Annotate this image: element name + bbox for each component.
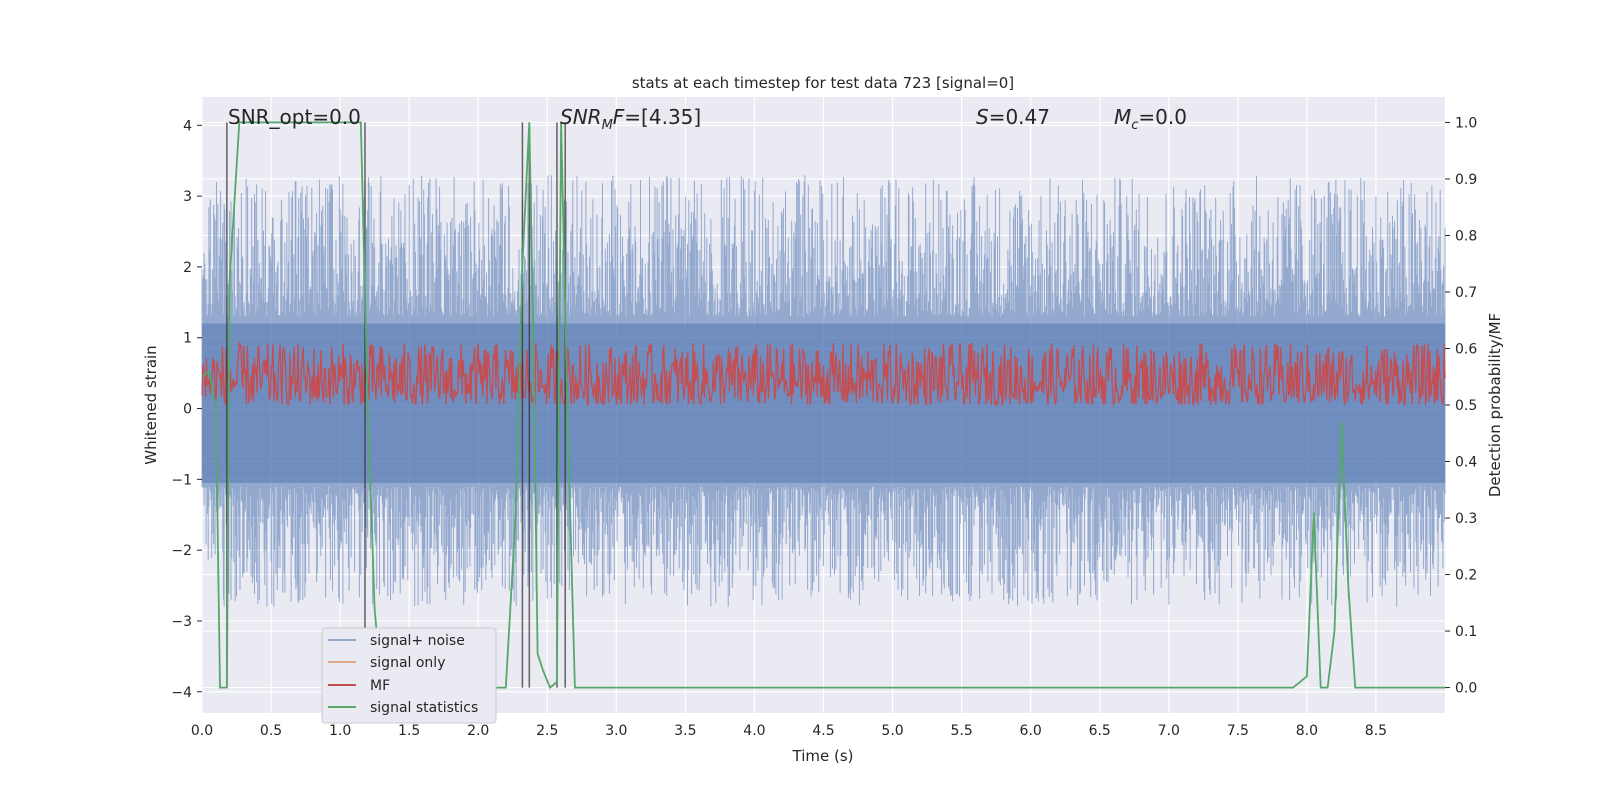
x-tick-label: 4.0 bbox=[743, 723, 765, 739]
x-tick-labels: 0.0 0.5 1.0 1.5 2.0 2.5 3.0 3.5 4.0 4.5 5.0 5.5 6.0 6… bbox=[191, 723, 1387, 739]
legend: signal+ noise signal only MF signal stat… bbox=[321, 627, 497, 724]
x-tick-label: 7.5 bbox=[1227, 723, 1249, 739]
y-left-tick-label: −1 bbox=[171, 472, 192, 488]
x-tick-label: 4.5 bbox=[812, 723, 834, 739]
mf-series bbox=[201, 341, 1446, 407]
x-tick-label: 2.5 bbox=[536, 723, 558, 739]
x-axis-label: Time (s) bbox=[792, 747, 854, 765]
y-left-tick-label: 4 bbox=[183, 118, 192, 134]
y-right-tick-label: 0.6 bbox=[1455, 341, 1477, 357]
annotation-mc-sub: c bbox=[1131, 118, 1138, 133]
signal-statistics-series bbox=[201, 121, 1445, 690]
annotation-snr-mf-suffix-var: F bbox=[613, 105, 625, 129]
x-tick-label: 3.5 bbox=[674, 723, 696, 739]
annotation-s-var: S bbox=[976, 105, 989, 129]
y-left-tick-label: 2 bbox=[183, 260, 192, 276]
y-right-tick-label: 0.2 bbox=[1455, 568, 1477, 584]
legend-label-mf: MF bbox=[370, 678, 390, 694]
x-tick-label: 0.0 bbox=[191, 723, 213, 739]
y-axis-label-right: Detection probability/MF bbox=[1486, 313, 1504, 497]
y-left-tick-labels: 4 3 2 1 0 −1 −2 −3 −4 bbox=[171, 118, 202, 701]
y-left-tick-label: −4 bbox=[171, 685, 192, 701]
x-tick-label: 1.0 bbox=[329, 723, 351, 739]
x-tick-label: 6.0 bbox=[1020, 723, 1042, 739]
annotation-s: S=0.47 bbox=[976, 105, 1050, 129]
annotation-snr-mf: SNRMF=[4.35] bbox=[560, 105, 701, 133]
y-right-tick-label: 0.9 bbox=[1455, 172, 1477, 188]
detection-vertical-lines bbox=[226, 122, 566, 688]
x-tick-label: 8.5 bbox=[1365, 723, 1387, 739]
annotation-mc-value: =0.0 bbox=[1138, 105, 1187, 129]
y-right-tick-label: 0.8 bbox=[1455, 228, 1477, 244]
annotation-snr-opt: SNR_opt=0.0 bbox=[228, 105, 361, 129]
mf-trace bbox=[201, 341, 1446, 407]
x-tick-label: 0.5 bbox=[260, 723, 282, 739]
y-right-tick-label: 0.5 bbox=[1455, 398, 1477, 414]
y-right-tick-label: 0.7 bbox=[1455, 285, 1477, 301]
x-tick-label: 1.5 bbox=[398, 723, 420, 739]
y-left-tick-label: −3 bbox=[171, 614, 192, 630]
y-left-tick-label: −2 bbox=[171, 543, 192, 559]
annotation-snr-mf-prefix: SNR bbox=[560, 105, 602, 129]
legend-label-signal-statistics: signal statistics bbox=[370, 700, 478, 716]
annotation-s-value: =0.47 bbox=[989, 105, 1050, 129]
annotation-snr-mf-value: =[4.35] bbox=[624, 105, 701, 129]
x-tick-label: 5.0 bbox=[881, 723, 903, 739]
y-left-tick-label: 1 bbox=[183, 331, 192, 347]
y-right-tick-label: 0.3 bbox=[1455, 511, 1477, 527]
annotation-mc-var: M bbox=[1114, 105, 1131, 129]
chart-title: stats at each timestep for test data 723… bbox=[632, 74, 1014, 92]
x-tick-label: 5.5 bbox=[950, 723, 972, 739]
legend-label-signal-only: signal only bbox=[370, 655, 445, 671]
legend-label-signal-noise: signal+ noise bbox=[370, 633, 465, 649]
y-right-tick-label: 0.1 bbox=[1455, 624, 1477, 640]
y-axis-label-left: Whitened strain bbox=[142, 345, 160, 464]
y-left-tick-label: 0 bbox=[183, 402, 192, 418]
signal-statistics-line bbox=[201, 121, 1445, 690]
x-tick-label: 2.0 bbox=[467, 723, 489, 739]
legend-box bbox=[321, 627, 497, 724]
y-left-tick-label: 3 bbox=[183, 189, 192, 205]
x-tick-label: 7.0 bbox=[1158, 723, 1180, 739]
y-right-tick-labels: 1.0 0.9 0.8 0.7 0.6 0.5 0.4 0.3 0.2 0.1 0.0 bbox=[1445, 115, 1477, 697]
x-tick-label: 6.5 bbox=[1089, 723, 1111, 739]
x-tick-label: 8.0 bbox=[1296, 723, 1318, 739]
y-right-tick-label: 0.4 bbox=[1455, 455, 1477, 471]
annotation-snr-mf-sub: M bbox=[602, 118, 613, 133]
y-right-tick-label: 0.0 bbox=[1455, 681, 1477, 697]
annotation-mc: Mc=0.0 bbox=[1114, 105, 1187, 133]
y-right-tick-label: 1.0 bbox=[1455, 115, 1477, 131]
x-tick-label: 3.0 bbox=[605, 723, 627, 739]
